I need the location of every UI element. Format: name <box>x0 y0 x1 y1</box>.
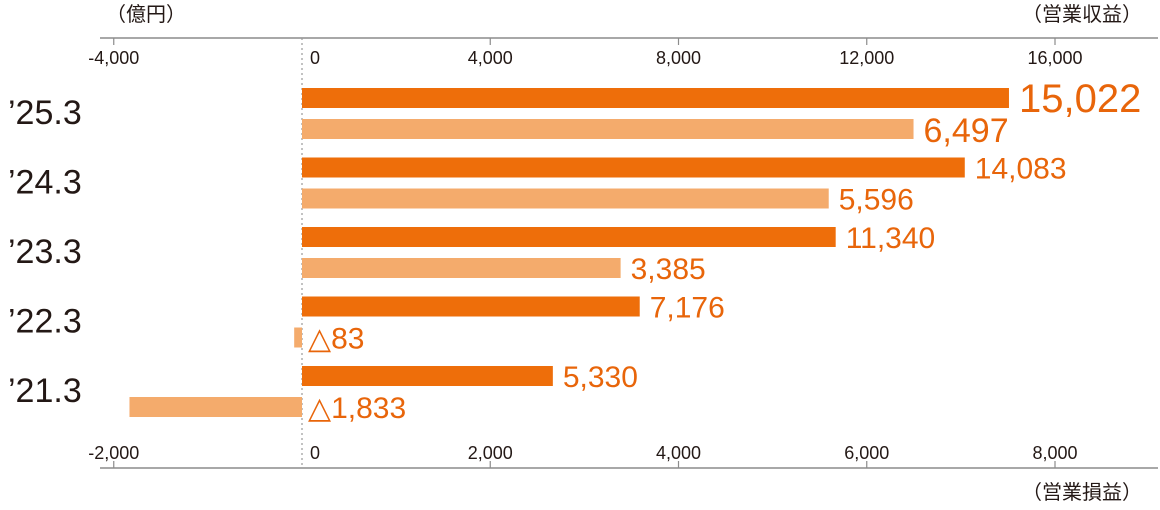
profit-value-label: 6,497 <box>924 112 1009 150</box>
profit-value-label: 5,596 <box>839 184 914 217</box>
category-label: ’24.3 <box>8 164 82 202</box>
bottom-axis-title: （営業損益） <box>1022 481 1142 504</box>
bottom-axis-tick-label: 0 <box>310 443 320 463</box>
profit-bar <box>302 188 829 209</box>
revenue-value-label: 14,083 <box>975 153 1067 186</box>
revenue-bar <box>302 88 1009 108</box>
profit-bar <box>302 119 914 139</box>
profit-bar <box>129 397 302 417</box>
revenue-value-label: 11,340 <box>846 222 936 255</box>
profit-value-label: 3,385 <box>631 253 706 286</box>
category-label: ’25.3 <box>8 94 82 132</box>
category-label: ’22.3 <box>8 303 82 341</box>
revenue-bar <box>302 366 553 386</box>
unit-label: （億円） <box>106 3 186 26</box>
top-axis-tick-label: -4,000 <box>88 48 139 68</box>
category-label: ’21.3 <box>8 372 82 410</box>
top-axis-tick-label: 4,000 <box>468 48 513 68</box>
revenue-bar <box>302 227 836 247</box>
bottom-axis-tick-label: 8,000 <box>1032 443 1077 463</box>
top-axis-title: （営業収益） <box>1022 3 1142 26</box>
profit-bar <box>294 327 302 348</box>
profit-value-label: △83 <box>308 323 364 356</box>
bottom-axis-tick-label: -2,000 <box>88 443 139 463</box>
bottom-axis-tick-label: 4,000 <box>656 443 701 463</box>
revenue-value-label: 5,330 <box>563 361 638 394</box>
top-axis-tick-label: 0 <box>310 48 320 68</box>
profit-value-label: △1,833 <box>308 392 406 425</box>
bottom-axis-tick-label: 2,000 <box>468 443 513 463</box>
revenue-bar <box>302 157 965 178</box>
top-axis-tick-label: 8,000 <box>656 48 701 68</box>
revenue-bar <box>302 296 640 317</box>
revenue-value-label: 15,022 <box>1019 77 1141 121</box>
top-axis-tick-label: 16,000 <box>1027 48 1082 68</box>
profit-bar <box>302 258 621 278</box>
bottom-axis-tick-label: 6,000 <box>844 443 889 463</box>
category-label: ’23.3 <box>8 233 82 271</box>
top-axis-tick-label: 12,000 <box>839 48 894 68</box>
revenue-value-label: 7,176 <box>650 292 725 325</box>
